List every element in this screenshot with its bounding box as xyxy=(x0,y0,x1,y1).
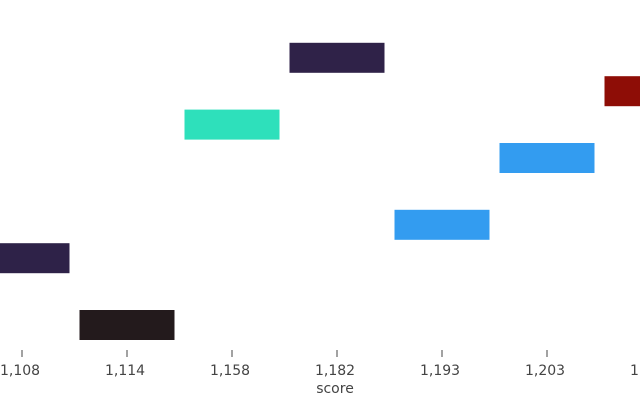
bar xyxy=(289,42,385,73)
bar xyxy=(79,310,175,340)
bar xyxy=(394,209,490,240)
x-tick-label: 1,193 xyxy=(420,363,460,379)
bar xyxy=(184,109,280,140)
x-tick-label: 1 xyxy=(630,363,639,379)
bar xyxy=(499,143,595,173)
x-tick-label: 1,108 xyxy=(0,363,40,379)
x-tick-label: 1,114 xyxy=(105,363,145,379)
x-tick-label: 1,182 xyxy=(315,363,355,379)
x-axis-label: score xyxy=(316,381,354,397)
x-tick-label: 1,158 xyxy=(210,363,250,379)
bar xyxy=(0,243,70,274)
x-tick-label: 1,203 xyxy=(525,363,565,379)
bar xyxy=(604,76,640,107)
